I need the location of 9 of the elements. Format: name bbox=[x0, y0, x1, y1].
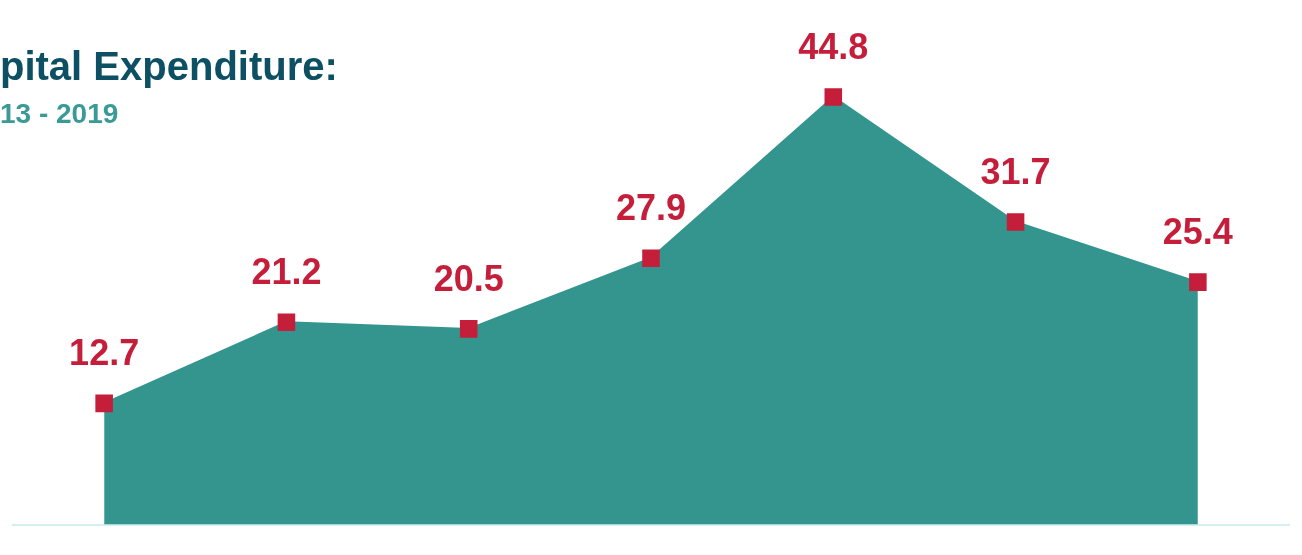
data-label: 27.9 bbox=[615, 187, 687, 229]
chart-subtitle: 13 - 2019 bbox=[0, 98, 119, 130]
data-label: 21.2 bbox=[251, 251, 322, 293]
data-label: 12.7 bbox=[69, 332, 140, 374]
data-label: 31.7 bbox=[980, 150, 1051, 192]
data-label: 20.5 bbox=[433, 257, 504, 299]
data-label: 25.4 bbox=[1162, 211, 1233, 253]
chart-title: pital Expenditure: bbox=[0, 44, 338, 89]
data-label: 44.8 bbox=[798, 25, 869, 67]
